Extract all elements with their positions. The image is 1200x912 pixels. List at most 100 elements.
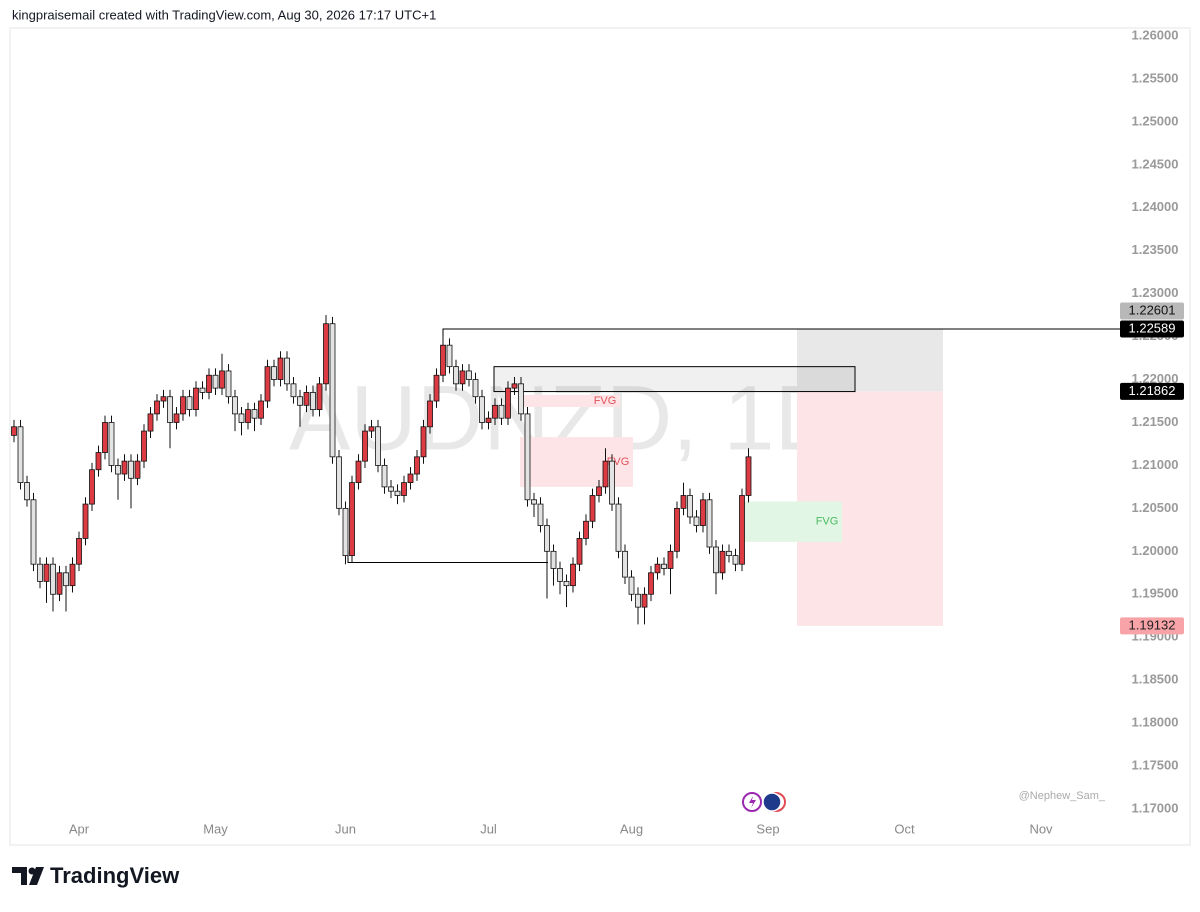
candle-body [654, 563, 661, 574]
candle-body [388, 486, 394, 492]
candle-body [368, 426, 375, 432]
candle-body [550, 550, 557, 569]
candle-body [706, 499, 713, 548]
candle-body [589, 495, 596, 522]
candle-body [37, 563, 43, 582]
x-tick-label: May [203, 821, 228, 836]
candle-body [238, 413, 245, 423]
y-tick-label: 1.25000 [1132, 113, 1179, 128]
high-line [442, 328, 1120, 337]
candle-body [427, 400, 433, 428]
candle-body [271, 366, 277, 380]
price-tag-label: 1.22589 [1129, 320, 1176, 335]
candle-body [128, 460, 134, 479]
candle-body [583, 520, 589, 539]
candle-body [693, 516, 700, 526]
candle-body [362, 430, 368, 462]
price-tag-label: 1.21862 [1129, 383, 1176, 398]
x-tick-label: Apr [69, 821, 90, 836]
candle-body [726, 550, 732, 557]
x-tick-label: Nov [1029, 821, 1053, 836]
candle-body [82, 503, 89, 539]
candle-body [394, 490, 401, 496]
candle-body [524, 413, 531, 501]
candle-body [479, 396, 485, 423]
y-tick-label: 1.26000 [1132, 27, 1179, 42]
header: kingpraisemail created with TradingView.… [12, 7, 436, 22]
candle-body [563, 580, 570, 587]
y-tick-label: 1.25500 [1132, 70, 1179, 85]
candle-body [89, 469, 95, 505]
y-tick-label: 1.24500 [1132, 156, 1179, 171]
candle-body [63, 572, 69, 587]
y-tick-label: 1.18000 [1132, 715, 1179, 730]
candle-body [466, 370, 472, 380]
candle-body [375, 426, 381, 466]
candle-body [635, 593, 641, 608]
candle-body [531, 499, 537, 505]
fvg-label: FVG [816, 516, 839, 528]
y-tick-label: 1.21000 [1132, 457, 1179, 472]
x-tick-label: Aug [620, 821, 643, 836]
price-tag-label: 1.22601 [1129, 302, 1176, 317]
flag-icon[interactable] [762, 792, 782, 812]
candle-body [232, 396, 238, 415]
candle-body [303, 392, 310, 406]
candle-body [440, 344, 446, 376]
candle-body [264, 366, 271, 402]
x-tick-label: Jul [480, 821, 497, 836]
candle-body [167, 396, 173, 423]
candle-body [225, 370, 232, 398]
candle-body [544, 525, 550, 552]
candle-body [570, 563, 576, 587]
candle-body [628, 576, 635, 595]
candle-body [24, 482, 30, 501]
candle-body [245, 409, 251, 423]
y-tick-label: 1.20500 [1132, 500, 1179, 515]
candle-body [622, 550, 628, 578]
candle-body [30, 499, 37, 565]
chart-frame [9, 27, 1191, 846]
candle-body [108, 422, 115, 466]
candle-body [173, 413, 180, 423]
price-tag [1120, 382, 1184, 400]
brand: TradingView [50, 863, 180, 888]
candle-body [329, 323, 336, 458]
candle-body [739, 495, 745, 565]
price-tag [1120, 617, 1184, 635]
credit: @Nephew_Sam_ [1019, 790, 1106, 802]
candle-body [193, 387, 199, 411]
candle-body [206, 374, 212, 393]
candle-body [518, 383, 524, 415]
y-tick-label: 1.20000 [1132, 543, 1179, 558]
candle-body [290, 383, 297, 398]
candle-body [219, 370, 225, 389]
x-tick-label: Oct [894, 821, 915, 836]
candle-body [381, 465, 388, 488]
y-tick-label: 1.17500 [1132, 757, 1179, 772]
candle-body [453, 366, 459, 385]
range-box [493, 366, 856, 393]
y-tick-label: 1.23000 [1132, 285, 1179, 300]
candle-body [134, 460, 141, 479]
x-tick-label: Jun [335, 821, 356, 836]
candle-body [401, 482, 407, 496]
x-tick-label: Sep [756, 821, 779, 836]
y-tick-label: 1.21500 [1132, 414, 1179, 429]
fvg-label: FVG [594, 395, 617, 407]
candle-body [420, 426, 427, 458]
candle-body [336, 456, 342, 509]
candle-body [446, 344, 453, 368]
candle-body [56, 572, 63, 595]
candle-body [43, 563, 50, 582]
candle-body [472, 379, 479, 398]
candle-body [349, 482, 355, 557]
price-tag [1120, 302, 1184, 320]
stop-zone [797, 328, 943, 392]
candle-body [732, 555, 739, 565]
candle-body [212, 374, 219, 389]
candle-body [459, 370, 466, 385]
y-tick-label: 1.18500 [1132, 672, 1179, 687]
